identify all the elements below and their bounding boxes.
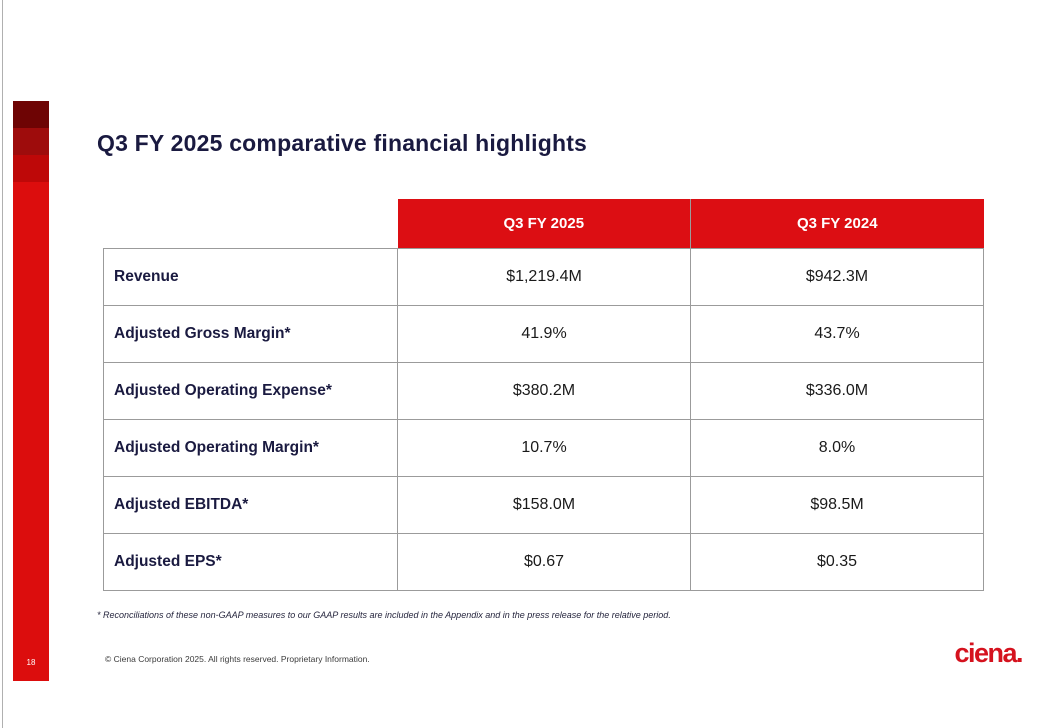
column-header-q3-fy-2025: Q3 FY 2025 [397,199,691,248]
value-cell: $336.0M [690,361,984,420]
value-cell: $1,219.4M [397,247,691,306]
non-gaap-footnote: * Reconciliations of these non-GAAP meas… [97,610,671,620]
accent-bar-segment-medium-dark [13,128,49,155]
table-row-adjusted-operating-margin: Adjusted Operating Margin* 10.7% 8.0% [103,418,984,477]
value-cell: $0.35 [690,532,984,591]
table-row-revenue: Revenue $1,219.4M $942.3M [103,247,984,306]
financial-highlights-table: Q3 FY 2025 Q3 FY 2024 Revenue $1,219.4M … [103,199,984,591]
row-label: Adjusted Gross Margin* [103,304,398,363]
page-edge-line [2,0,3,728]
value-cell: $158.0M [397,475,691,534]
table-corner-cell [104,199,398,248]
row-label: Adjusted Operating Expense* [103,361,398,420]
column-header-q3-fy-2024: Q3 FY 2024 [690,199,984,248]
row-label: Adjusted Operating Margin* [103,418,398,477]
value-cell: 8.0% [690,418,984,477]
table-row-adjusted-eps: Adjusted EPS* $0.67 $0.35 [103,532,984,591]
table-row-adjusted-ebitda: Adjusted EBITDA* $158.0M $98.5M [103,475,984,534]
accent-bar-segment-bright [13,182,49,681]
table-header-row: Q3 FY 2025 Q3 FY 2024 [104,199,984,248]
value-cell: $942.3M [690,247,984,306]
value-cell: $380.2M [397,361,691,420]
value-cell: $0.67 [397,532,691,591]
table-row-adjusted-gross-margin: Adjusted Gross Margin* 41.9% 43.7% [103,304,984,363]
row-label: Revenue [103,247,398,306]
row-label: Adjusted EBITDA* [103,475,398,534]
value-cell: 41.9% [397,304,691,363]
table-row-adjusted-operating-expense: Adjusted Operating Expense* $380.2M $336… [103,361,984,420]
value-cell: 43.7% [690,304,984,363]
value-cell: $98.5M [690,475,984,534]
row-label: Adjusted EPS* [103,532,398,591]
accent-bar: 18 [13,101,49,681]
page-number: 18 [26,658,36,667]
footer-copyright: © Ciena Corporation 2025. All rights res… [105,654,370,664]
accent-bar-segment-medium [13,155,49,182]
accent-bar-segment-dark [13,101,49,128]
value-cell: 10.7% [397,418,691,477]
ciena-logo: ciena. [954,638,1023,668]
slide-title: Q3 FY 2025 comparative financial highlig… [97,130,588,156]
